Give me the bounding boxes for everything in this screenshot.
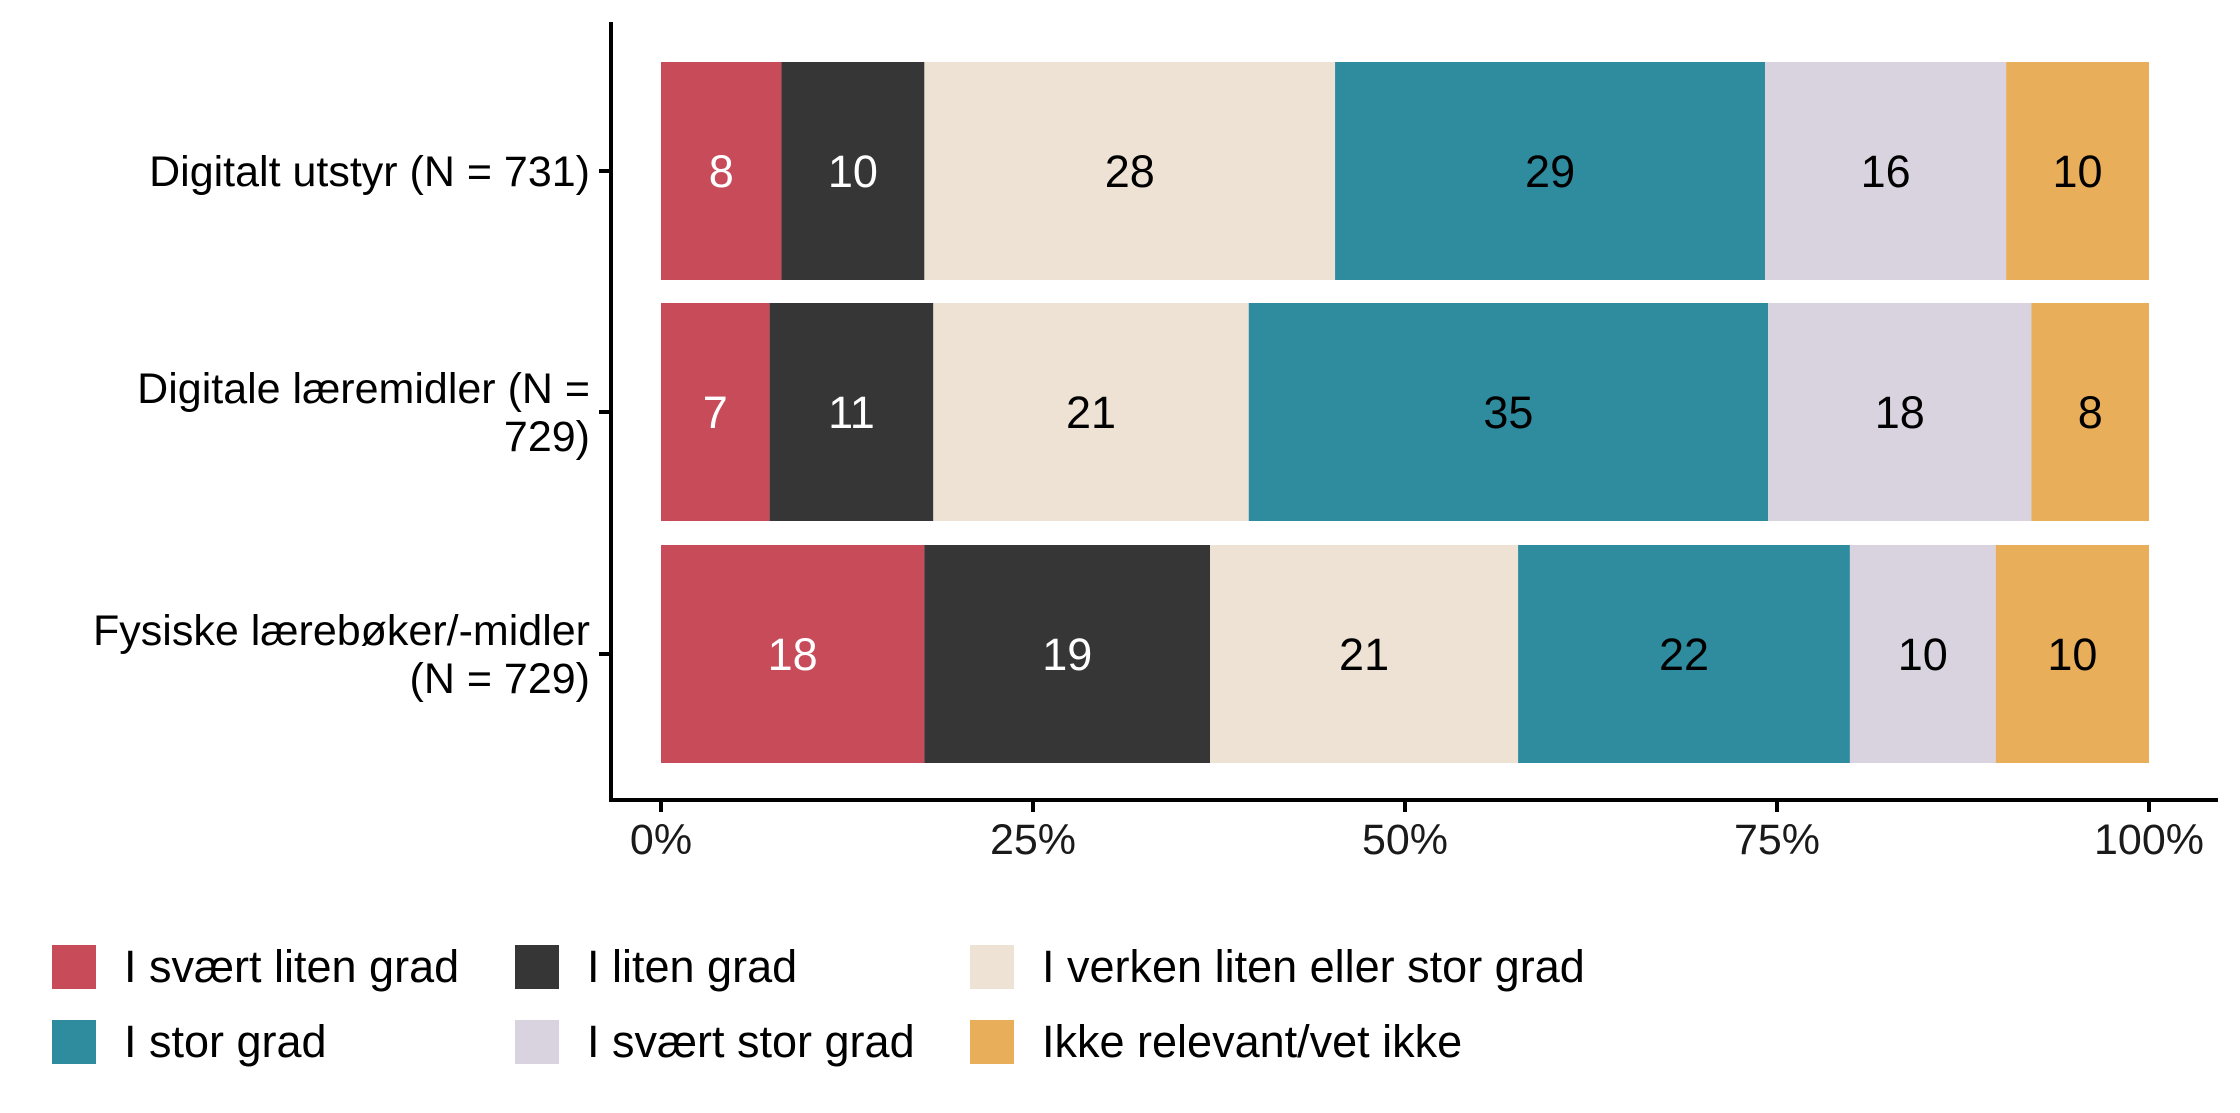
bar-segment	[2031, 303, 2149, 521]
legend-swatch	[515, 1020, 559, 1064]
legend-label: I svært stor grad	[587, 1016, 915, 1067]
value-labels: 8 10 28 29 16 10 7 11 21 35 18 8 18 19 21 22 10 10	[703, 146, 2103, 680]
bar-value-label: 35	[1483, 387, 1533, 438]
bar-value-label: 10	[2053, 146, 2103, 197]
bar-segment	[924, 545, 1211, 763]
x-tick-label: 50%	[1362, 816, 1448, 864]
category-label: 729)	[504, 413, 590, 461]
category-label: (N = 729)	[410, 655, 590, 703]
bar-segment	[2006, 62, 2149, 280]
bar-segment	[1765, 62, 2007, 280]
bar-segment	[1518, 545, 1850, 763]
bar-value-label: 11	[828, 387, 875, 438]
bar-segment	[781, 62, 925, 280]
bar-segment	[1248, 303, 1769, 521]
legend-swatch	[970, 1020, 1014, 1064]
bar-value-label: 22	[1659, 629, 1709, 680]
bar-value-label: 16	[1861, 146, 1911, 197]
bar-value-label: 19	[1042, 629, 1092, 680]
bar-value-label: 8	[2078, 387, 2103, 438]
bar-segment	[933, 303, 1249, 521]
legend-label: I liten grad	[587, 941, 797, 992]
legend-swatch	[52, 1020, 96, 1064]
bar-value-label: 10	[1898, 629, 1948, 680]
bar-value-label: 29	[1525, 146, 1575, 197]
legend-label: I stor grad	[124, 1016, 327, 1067]
legend-label: I svært liten grad	[124, 941, 459, 992]
legend: I svært liten grad I liten grad I verken l…	[52, 941, 1585, 1067]
bar-segment	[1210, 545, 1519, 763]
x-tick-label: 0%	[630, 816, 692, 864]
legend-label: Ikke relevant/vet ikke	[1042, 1016, 1462, 1067]
bar-value-label: 28	[1105, 146, 1155, 197]
bars	[661, 62, 2149, 763]
category-label: Digitalt utstyr (N = 731)	[149, 148, 590, 196]
legend-swatch	[515, 945, 559, 989]
bar-segment	[1768, 303, 2032, 521]
category-label: Fysiske lærebøker/-midler	[93, 607, 590, 655]
y-axis-ticks	[599, 169, 611, 656]
x-tick-label: 100%	[2094, 816, 2204, 864]
bar-segment	[661, 303, 770, 521]
bar-segment	[769, 303, 934, 521]
bar-value-label: 10	[2047, 629, 2097, 680]
legend-swatch	[52, 945, 96, 989]
x-tick-label: 75%	[1734, 816, 1820, 864]
legend-label: I verken liten eller stor grad	[1042, 941, 1585, 992]
bar-value-label: 8	[709, 146, 734, 197]
bar-segment	[1995, 545, 2149, 763]
bar-segment	[1849, 545, 1996, 763]
bar-value-label: 21	[1339, 629, 1389, 680]
bar-value-label: 7	[703, 387, 728, 438]
bar-segment	[924, 62, 1336, 280]
category-label: Digitale læremidler (N =	[137, 365, 590, 413]
x-axis-ticks: 0% 25% 50% 75% 100%	[630, 800, 2204, 864]
bar-value-label: 18	[768, 629, 818, 680]
bar-value-label: 21	[1066, 387, 1116, 438]
category-labels: Digitalt utstyr (N = 731) Digitale læremi…	[93, 148, 590, 703]
x-tick-label: 25%	[990, 816, 1076, 864]
bar-segment	[661, 62, 782, 280]
bar-value-label: 18	[1875, 387, 1925, 438]
bar-segment	[1335, 62, 1766, 280]
bar-value-label: 10	[828, 146, 878, 197]
bar-segment	[661, 545, 925, 763]
legend-swatch	[970, 945, 1014, 989]
